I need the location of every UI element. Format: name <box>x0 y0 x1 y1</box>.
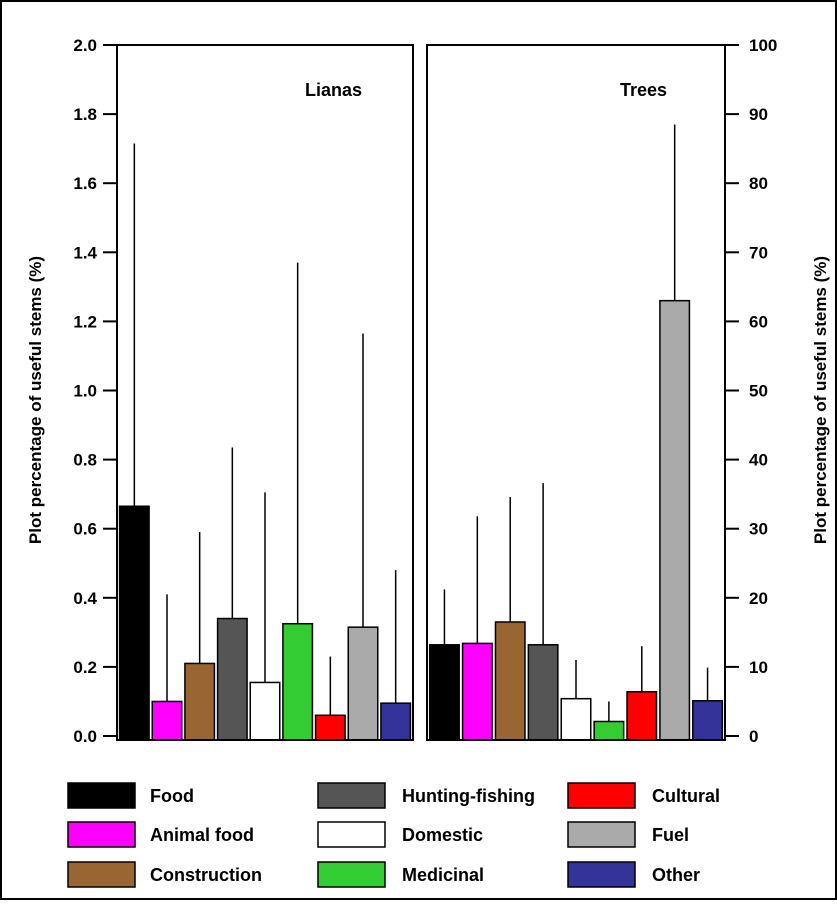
left-tick-label-0: 0.0 <box>73 727 97 746</box>
bar-lianas-8 <box>380 702 412 741</box>
left-tick-label-4: 0.8 <box>73 451 97 470</box>
right-tick-label-3: 30 <box>749 520 768 539</box>
legend-label-6: Cultural <box>652 786 720 806</box>
right-tick-label-0: 0 <box>749 727 758 746</box>
right-tick-label-7: 70 <box>749 243 768 262</box>
left-tick-label-9: 1.8 <box>73 105 97 124</box>
legend-swatch-0 <box>67 782 136 809</box>
legend-swatch-7 <box>567 821 636 848</box>
panel-title-lianas: Lianas <box>305 80 362 100</box>
bar-lianas-1 <box>151 700 183 741</box>
right-tick-label-6: 60 <box>749 312 768 331</box>
legend-label-5: Medicinal <box>402 865 484 885</box>
right-tick-label-8: 80 <box>749 174 768 193</box>
bar-lianas-3 <box>216 617 248 741</box>
legend-swatch-2 <box>67 861 136 888</box>
right-tick-label-5: 50 <box>749 382 768 401</box>
right-tick-label-2: 20 <box>749 589 768 608</box>
legend-label-4: Domestic <box>402 825 483 845</box>
bar-lianas-4 <box>249 681 281 741</box>
bar-trees-7 <box>659 299 691 741</box>
legend-swatch-3 <box>317 782 386 809</box>
left-tick-label-5: 1.0 <box>73 382 97 401</box>
bar-trees-4 <box>560 697 592 741</box>
right-tick-label-9: 90 <box>749 105 768 124</box>
left-tick-label-8: 1.6 <box>73 174 97 193</box>
right-tick-label-10: 100 <box>749 36 777 55</box>
right-axis-title: Plot percentage of useful stems (%) <box>811 256 830 544</box>
bar-trees-8 <box>692 700 724 741</box>
right-tick-label-4: 40 <box>749 451 768 470</box>
left-axis-title: Plot percentage of useful stems (%) <box>26 256 45 544</box>
left-tick-label-6: 1.2 <box>73 312 97 331</box>
legend-label-1: Animal food <box>150 825 254 845</box>
legend-label-8: Other <box>652 865 700 885</box>
left-tick-label-10: 2.0 <box>73 36 97 55</box>
left-tick-label-2: 0.4 <box>73 589 97 608</box>
bar-trees-0 <box>428 644 460 741</box>
bar-lianas-5 <box>282 622 314 741</box>
bar-lianas-0 <box>118 505 150 741</box>
bar-trees-1 <box>461 642 493 741</box>
bar-lianas-7 <box>347 626 379 741</box>
left-tick-label-3: 0.6 <box>73 520 97 539</box>
bar-trees-3 <box>527 644 559 741</box>
legend-swatch-6 <box>567 782 636 809</box>
legend-swatch-8 <box>567 861 636 888</box>
bar-trees-6 <box>626 691 658 741</box>
bar-trees-5 <box>593 720 625 741</box>
panel-title-trees: Trees <box>620 80 667 100</box>
legend-label-0: Food <box>150 786 194 806</box>
bar-lianas-6 <box>314 714 346 741</box>
left-tick-label-1: 0.2 <box>73 658 97 677</box>
legend-label-2: Construction <box>150 865 262 885</box>
legend-swatch-4 <box>317 821 386 848</box>
left-tick-label-7: 1.4 <box>73 243 97 262</box>
legend-swatch-1 <box>67 821 136 848</box>
legend-label-3: Hunting-fishing <box>402 786 535 806</box>
legend-swatch-5 <box>317 861 386 888</box>
legend-label-7: Fuel <box>652 825 689 845</box>
bar-lianas-2 <box>184 662 216 741</box>
right-tick-label-1: 10 <box>749 658 768 677</box>
bar-trees-2 <box>494 621 526 741</box>
